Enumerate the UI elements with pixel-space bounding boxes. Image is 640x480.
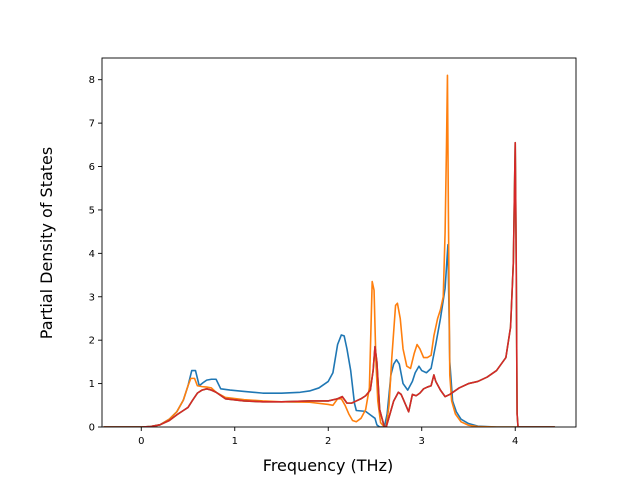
x-axis-label: Frequency (THz) <box>263 456 393 475</box>
y-tick-label: 5 <box>89 205 95 216</box>
y-tick-label: 1 <box>89 379 95 390</box>
y-tick-label: 7 <box>89 119 95 130</box>
y-tick-label: 3 <box>89 292 95 303</box>
x-tick-label: 1 <box>232 436 238 447</box>
y-tick-label: 8 <box>89 75 95 86</box>
y-axis-label: Partial Density of States <box>37 147 56 339</box>
series-line-2 <box>103 74 556 427</box>
y-tick-label: 2 <box>89 336 95 347</box>
plot-area <box>101 57 577 428</box>
x-tick-label: 0 <box>138 436 144 447</box>
series-group <box>103 74 556 427</box>
y-tick-label: 6 <box>89 162 95 173</box>
plot-frame <box>101 57 577 428</box>
x-tick-label: 3 <box>419 436 425 447</box>
series-line-1 <box>103 243 556 427</box>
x-axis-ticks: 0 1 2 3 4 <box>138 427 518 447</box>
y-tick-label: 4 <box>89 249 95 260</box>
y-axis-ticks: 0 1 2 3 4 5 6 7 8 <box>89 75 102 434</box>
x-tick-label: 4 <box>512 436 518 447</box>
series-line-4 <box>103 141 556 427</box>
y-tick-label: 0 <box>89 423 95 434</box>
x-tick-label: 2 <box>325 436 331 447</box>
